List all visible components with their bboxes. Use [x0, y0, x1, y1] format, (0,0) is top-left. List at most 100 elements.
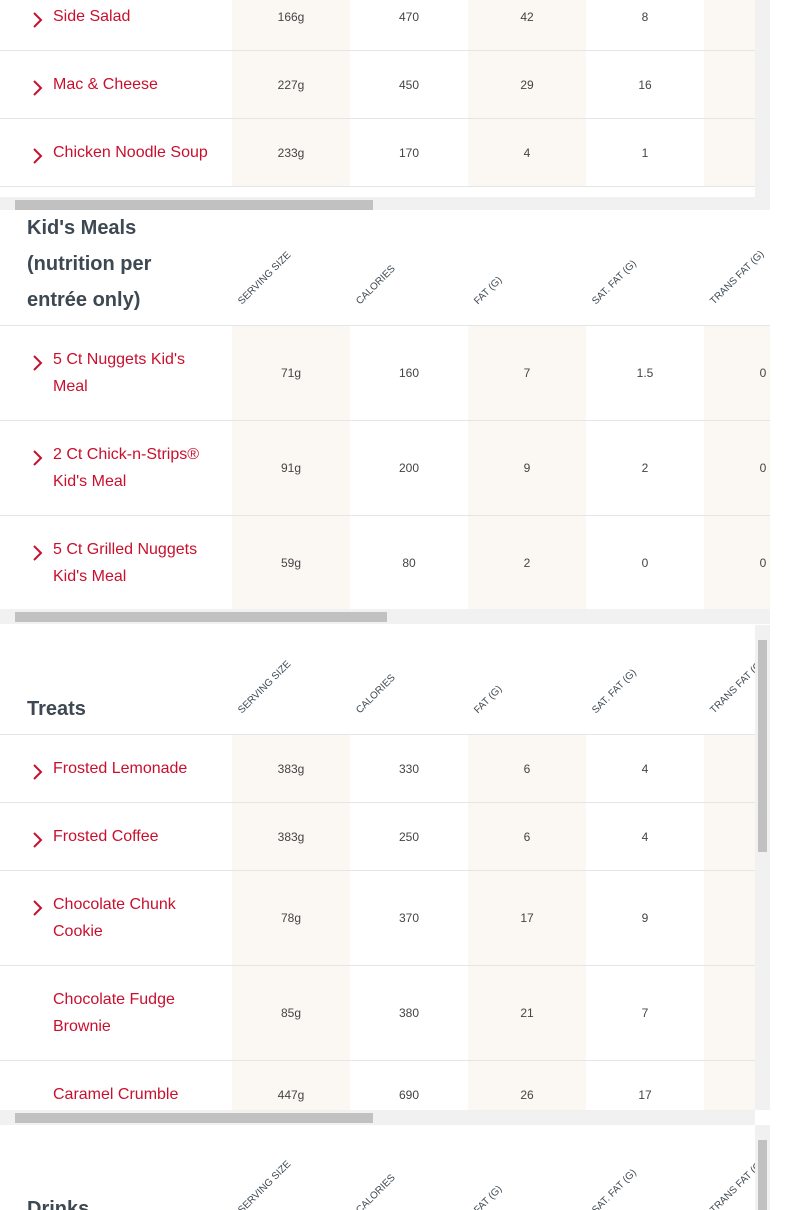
scroll-thumb[interactable]	[758, 1140, 767, 1210]
table-row: Mac & Cheese 227g 450 29 16	[0, 51, 755, 119]
nutrition-value: 85g	[232, 966, 350, 1060]
empty-cell	[704, 119, 755, 186]
nutrition-value: 6	[468, 735, 586, 802]
nutrition-value: 250	[398, 829, 420, 844]
nutrition-value: 59g	[232, 516, 350, 609]
expand-chevron[interactable]	[32, 543, 44, 570]
table-row: Caramel Crumble 447g 690 26 17	[0, 1061, 755, 1110]
nutrition-value: 91g	[232, 421, 350, 515]
table-section: Side Salad 166g 470 42 8 Mac & Cheese 227g 450 2…	[0, 0, 755, 197]
section-title: Drinks	[27, 1198, 90, 1210]
item-name-text[interactable]: Chicken Noodle Soup	[53, 144, 208, 161]
nutrition-value: 690	[398, 1087, 420, 1102]
table-row: 2 Ct Chick-n-Strips® Kid's Meal 91g 200 9 2 0	[0, 421, 770, 516]
nutrition-value: 0	[641, 556, 649, 570]
expand-chevron[interactable]	[32, 78, 44, 105]
v-scrollbar[interactable]	[755, 0, 770, 197]
v-scrollbar[interactable]	[755, 625, 770, 1110]
nutrition-value: 166g	[232, 0, 350, 50]
nutrition-value: 2	[641, 461, 649, 475]
nutrition-value: 42	[468, 0, 586, 50]
empty-cell	[704, 0, 755, 50]
item-name[interactable]: Mac & Cheese	[0, 51, 232, 118]
nutrition-value: 17	[638, 1087, 652, 1102]
empty-cell	[704, 735, 755, 802]
nutrition-value: 227g	[232, 51, 350, 118]
nutrition-value: 383g	[232, 735, 350, 802]
column-header: FAT (G)	[472, 274, 505, 307]
item-name-text: Caramel Crumble	[53, 1086, 179, 1103]
nutrition-value: 330	[398, 761, 420, 776]
nutrition-value: 80	[402, 556, 416, 570]
h-scrollbar[interactable]	[0, 609, 770, 624]
table: Drinks SERVING SIZE CALORIES FAT (G) SAT. FA…	[0, 1125, 755, 1210]
table-row: Chicken Noodle Soup 233g 170 4 1	[0, 119, 755, 187]
table-section: Drinks SERVING SIZE CALORIES FAT (G) SAT. FA…	[0, 1125, 755, 1210]
item-name[interactable]: 5 Ct Nuggets Kid's Meal	[0, 326, 232, 420]
item-name-text[interactable]: Frosted Lemonade	[53, 760, 188, 777]
column-header: CALORIES	[354, 672, 398, 716]
item-name[interactable]: Frosted Lemonade	[0, 735, 232, 802]
item-name: Chocolate Fudge Brownie	[0, 966, 232, 1060]
column-header: SAT. FAT (G)	[590, 258, 639, 307]
nutrition-value: 17	[468, 871, 586, 965]
expand-chevron[interactable]	[32, 762, 44, 789]
expand-chevron[interactable]	[32, 10, 44, 37]
expand-chevron[interactable]	[32, 830, 44, 857]
item-name-text[interactable]: 5 Ct Grilled Nuggets Kid's Meal	[53, 541, 198, 585]
empty-cell	[704, 871, 755, 965]
scroll-thumb[interactable]	[15, 1113, 373, 1123]
v-scrollbar[interactable]	[755, 1125, 770, 1210]
nutrition-value: 0	[704, 421, 770, 515]
empty-cell	[704, 803, 755, 870]
item-name[interactable]: Chicken Noodle Soup	[0, 119, 232, 186]
nutrition-value: 4	[468, 119, 586, 186]
item-name[interactable]: 5 Ct Grilled Nuggets Kid's Meal	[0, 516, 232, 609]
column-header: FAT (G)	[472, 1183, 505, 1210]
table-header: Kid's Meals (nutrition per entrée only) S…	[0, 210, 770, 326]
table-section: Kid's Meals (nutrition per entrée only) S…	[0, 210, 770, 609]
table-row: Side Salad 166g 470 42 8	[0, 0, 755, 51]
nutrition-value: 6	[468, 803, 586, 870]
expand-chevron[interactable]	[32, 146, 44, 173]
item-name[interactable]: Frosted Coffee	[0, 803, 232, 870]
nutrition-value: 16	[638, 77, 652, 92]
expand-chevron[interactable]	[32, 898, 44, 925]
scroll-thumb[interactable]	[758, 640, 767, 852]
table: Kid's Meals (nutrition per entrée only) S…	[0, 210, 770, 609]
item-name-text[interactable]: Chocolate Chunk Cookie	[53, 896, 176, 940]
section-title: Treats	[27, 698, 86, 720]
h-scrollbar[interactable]	[0, 197, 770, 212]
h-scrollbar[interactable]	[0, 1110, 755, 1125]
nutrition-value: 470	[398, 9, 420, 24]
section-title: Kid's Meals (nutrition per entrée only)	[27, 217, 152, 311]
column-header: SAT. FAT (G)	[590, 667, 639, 716]
expand-chevron[interactable]	[32, 448, 44, 475]
nutrition-value: 4	[641, 829, 649, 844]
item-name-text[interactable]: Mac & Cheese	[53, 76, 158, 93]
table: Treats SERVING SIZE CALORIES FAT (G) SAT. FA…	[0, 625, 755, 1110]
nutrition-value: 29	[468, 51, 586, 118]
column-header: SERVING SIZE	[236, 1158, 294, 1210]
expand-chevron[interactable]	[32, 353, 44, 380]
item-name-text[interactable]: 5 Ct Nuggets Kid's Meal	[53, 351, 186, 395]
item-name[interactable]: Side Salad	[0, 0, 232, 50]
item-name-text[interactable]: Frosted Coffee	[53, 828, 159, 845]
column-header: TRANS FAT (G)	[708, 1157, 755, 1210]
nutrition-value: 21	[468, 966, 586, 1060]
scroll-thumb[interactable]	[15, 612, 387, 622]
item-name: Caramel Crumble	[0, 1061, 232, 1110]
nutrition-value: 7	[468, 326, 586, 420]
item-name-text: Chocolate Fudge Brownie	[53, 991, 175, 1035]
item-name-text[interactable]: 2 Ct Chick-n-Strips® Kid's Meal	[53, 446, 200, 490]
nutrition-value: 78g	[232, 871, 350, 965]
item-name-text[interactable]: Side Salad	[53, 8, 131, 25]
item-name[interactable]: Chocolate Chunk Cookie	[0, 871, 232, 965]
column-header: CALORIES	[354, 1172, 398, 1210]
scroll-thumb[interactable]	[15, 200, 373, 210]
nutrition-value: 160	[398, 366, 420, 380]
table-row: Frosted Lemonade 383g 330 6 4	[0, 735, 755, 803]
nutrition-value: 7	[641, 1006, 649, 1020]
column-header: SERVING SIZE	[236, 658, 294, 716]
item-name[interactable]: 2 Ct Chick-n-Strips® Kid's Meal	[0, 421, 232, 515]
